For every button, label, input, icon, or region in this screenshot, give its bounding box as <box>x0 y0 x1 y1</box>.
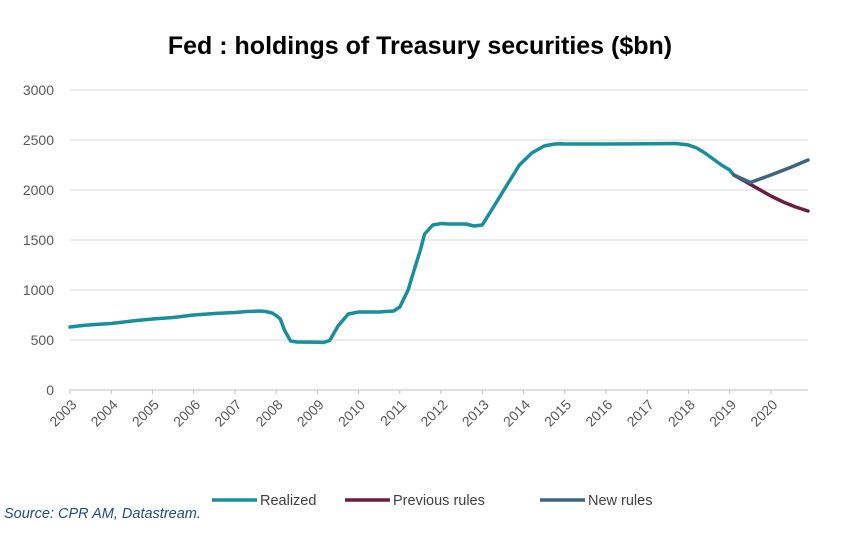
legend-label: Realized <box>260 493 316 509</box>
x-tick-label: 2012 <box>417 396 450 429</box>
y-tick-label: 2000 <box>23 182 54 198</box>
x-tick-label: 2011 <box>377 396 410 429</box>
x-tick-label: 2017 <box>623 396 656 429</box>
x-tick-label: 2016 <box>582 396 615 429</box>
legend-label: New rules <box>588 493 652 509</box>
x-tick-label: 2005 <box>129 396 162 429</box>
legend-label: Previous rules <box>393 493 485 509</box>
x-tick-label: 2019 <box>706 396 739 429</box>
chart-title: Fed : holdings of Treasury securities ($… <box>168 32 672 60</box>
gridlines <box>70 89 808 391</box>
y-tick-label: 2500 <box>23 132 54 148</box>
x-tick-label: 2015 <box>541 396 574 429</box>
x-tick-label: 2003 <box>46 396 79 429</box>
x-tick-label: 2009 <box>294 396 327 429</box>
x-tick-label: 2010 <box>335 396 368 429</box>
x-tick-label: 2006 <box>170 396 203 429</box>
x-tick-label: 2018 <box>665 396 698 429</box>
y-tick-label: 3000 <box>23 82 54 98</box>
y-tick-label: 500 <box>31 332 55 348</box>
y-tick-label: 1000 <box>23 282 54 298</box>
x-tick-label: 2013 <box>459 396 492 429</box>
x-tick-label: 2014 <box>500 396 533 429</box>
series-lines <box>68 141 810 345</box>
x-axis: 2003 2004 2005 2006 2007 2008 2009 2010 2011 2012… <box>46 390 781 430</box>
x-tick-label: 2008 <box>252 396 285 429</box>
y-axis: 0 500 1000 1500 2000 2500 3000 <box>23 82 54 398</box>
x-tick-label: 2007 <box>211 396 244 429</box>
x-tick-label: 2020 <box>747 396 780 429</box>
legend: Realized Previous rules New rules <box>212 493 652 509</box>
series-line-realized <box>68 141 736 345</box>
x-tick-label: 2004 <box>87 396 120 429</box>
series-line-new-rules <box>732 158 810 185</box>
source-note: Source: CPR AM, Datastream. <box>4 506 201 522</box>
y-tick-label: 0 <box>46 382 54 398</box>
y-tick-label: 1500 <box>23 232 54 248</box>
